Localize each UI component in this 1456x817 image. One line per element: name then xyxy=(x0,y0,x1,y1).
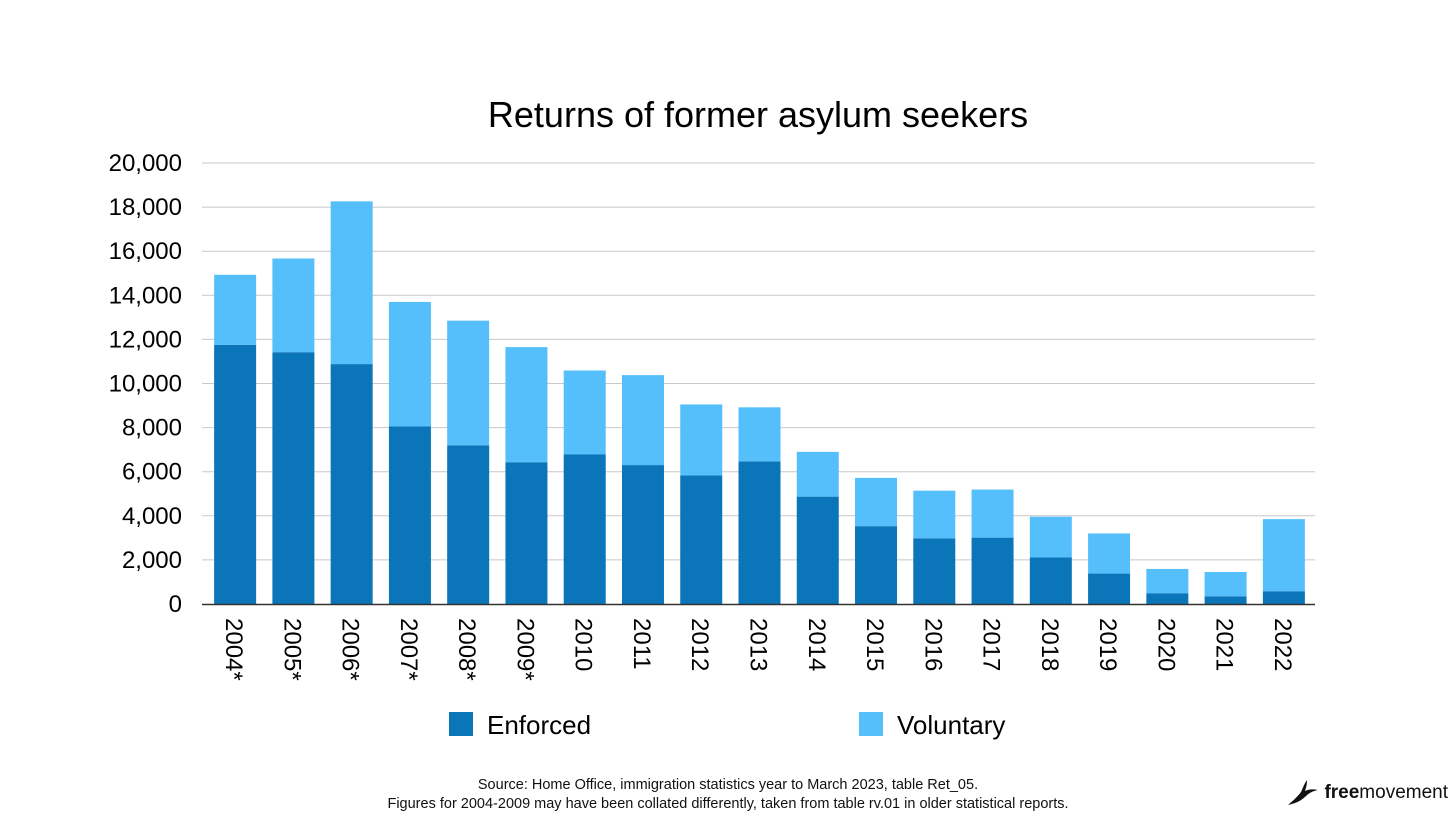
x-tick-label: 2006* xyxy=(337,618,364,681)
source-note: Source: Home Office, immigration statist… xyxy=(0,776,1456,814)
bar-enforced-2012 xyxy=(680,475,723,604)
legend-label-voluntary: Voluntary xyxy=(897,710,1005,740)
bar-voluntary-2020 xyxy=(1146,568,1189,594)
bar-voluntary-2009 xyxy=(505,347,548,463)
bar-voluntary-2021 xyxy=(1204,572,1247,597)
y-tick-label: 12,000 xyxy=(109,326,182,353)
y-tick-label: 0 xyxy=(169,591,182,618)
x-tick-label: 2013 xyxy=(745,618,772,671)
legend: Enforced Voluntary xyxy=(449,710,1005,740)
y-axis-ticks: 0 2,000 4,000 6,000 8,000 10,000 12,000 14,000 1… xyxy=(109,150,182,618)
bar-enforced-2006 xyxy=(330,364,373,604)
chart-title: Returns of former asylum seekers xyxy=(488,94,1028,135)
logo-wordmark: freemovement xyxy=(1324,782,1448,804)
bar-enforced-2011 xyxy=(621,465,664,604)
y-tick-label: 8,000 xyxy=(122,415,182,442)
logo-wordmark-regular: movement xyxy=(1359,782,1448,803)
y-tick-label: 14,000 xyxy=(109,282,182,309)
bar-voluntary-2014 xyxy=(796,451,839,497)
x-tick-label: 2012 xyxy=(686,618,713,671)
bar-enforced-2017 xyxy=(971,537,1014,604)
bar-enforced-2007 xyxy=(388,426,431,604)
bars xyxy=(214,201,1305,604)
x-tick-label: 2021 xyxy=(1211,618,1238,671)
x-tick-label: 2022 xyxy=(1269,618,1296,671)
bar-enforced-2020 xyxy=(1146,593,1189,604)
source-line-1: Source: Home Office, immigration statist… xyxy=(477,777,979,793)
y-tick-label: 16,000 xyxy=(109,238,182,265)
y-tick-label: 4,000 xyxy=(122,503,182,530)
bar-voluntary-2012 xyxy=(680,404,723,476)
bar-enforced-2008 xyxy=(447,445,490,604)
source-line-2: Figures for 2004-2009 may have been coll… xyxy=(387,796,1069,812)
bar-enforced-2018 xyxy=(1029,557,1072,604)
bar-voluntary-2022 xyxy=(1262,519,1305,592)
x-tick-label: 2015 xyxy=(861,618,888,671)
y-tick-label: 20,000 xyxy=(109,150,182,177)
bar-enforced-2009 xyxy=(505,462,548,604)
bar-enforced-2014 xyxy=(796,496,839,604)
x-tick-label: 2004* xyxy=(220,618,247,681)
x-tick-label: 2020 xyxy=(1152,618,1179,671)
legend-swatch-enforced xyxy=(449,712,473,736)
bar-voluntary-2008 xyxy=(447,320,490,446)
x-tick-label: 2017 xyxy=(978,618,1005,671)
bar-enforced-2010 xyxy=(563,454,606,604)
bar-voluntary-2004 xyxy=(214,274,257,345)
bar-enforced-2019 xyxy=(1088,573,1131,604)
x-tick-label: 2018 xyxy=(1036,618,1063,671)
x-tick-label: 2007* xyxy=(395,618,422,681)
bird-icon xyxy=(1288,780,1319,805)
y-tick-label: 10,000 xyxy=(109,371,182,398)
bar-enforced-2015 xyxy=(855,526,898,604)
bar-voluntary-2007 xyxy=(388,301,431,427)
bar-voluntary-2015 xyxy=(855,477,898,527)
x-tick-label: 2016 xyxy=(919,618,946,671)
bar-enforced-2004 xyxy=(214,344,257,604)
x-tick-label: 2011 xyxy=(628,618,655,670)
bar-enforced-2013 xyxy=(738,461,781,604)
chart: Returns of former asylum seekers 0 2,000 4… xyxy=(109,94,1315,740)
bar-voluntary-2013 xyxy=(738,407,781,462)
bar-enforced-2005 xyxy=(272,352,315,604)
bar-voluntary-2018 xyxy=(1029,516,1072,558)
bar-voluntary-2016 xyxy=(913,490,956,539)
y-tick-label: 2,000 xyxy=(122,547,182,574)
x-axis-ticks: 2004* 2005* 2006* 2007* 2008* 2009* 2010 2011 20… xyxy=(220,618,1296,681)
x-tick-label: 2005* xyxy=(278,618,305,681)
bar-enforced-2016 xyxy=(913,538,956,604)
bar-voluntary-2017 xyxy=(971,489,1014,538)
logo-wordmark-bold: free xyxy=(1324,782,1360,803)
x-tick-label: 2010 xyxy=(570,618,597,671)
bar-voluntary-2011 xyxy=(621,375,664,466)
legend-label-enforced: Enforced xyxy=(487,710,591,740)
bar-enforced-2022 xyxy=(1262,591,1305,604)
x-tick-label: 2009* xyxy=(511,618,538,681)
x-tick-label: 2014 xyxy=(803,618,830,671)
bar-voluntary-2005 xyxy=(272,258,315,353)
bar-enforced-2021 xyxy=(1204,596,1247,604)
gridlines xyxy=(202,162,1315,561)
freemovement-logo: freemovement xyxy=(1286,778,1448,808)
x-tick-label: 2008* xyxy=(453,618,480,681)
bar-voluntary-2006 xyxy=(330,201,373,365)
y-tick-label: 18,000 xyxy=(109,194,182,221)
x-tick-label: 2019 xyxy=(1094,618,1121,671)
legend-swatch-voluntary xyxy=(859,712,883,736)
y-tick-label: 6,000 xyxy=(122,459,182,486)
bar-voluntary-2010 xyxy=(563,370,606,455)
bar-voluntary-2019 xyxy=(1088,533,1131,574)
